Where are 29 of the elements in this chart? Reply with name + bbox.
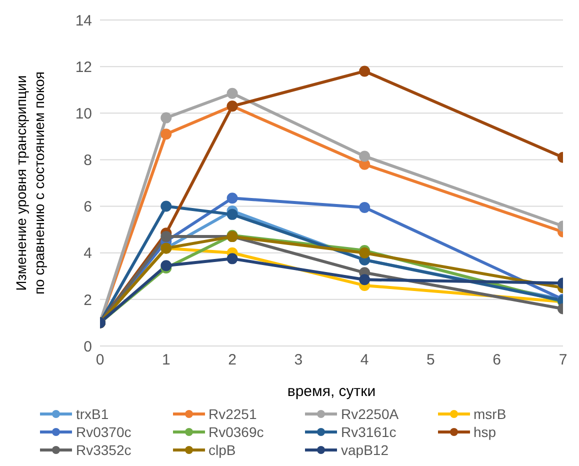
y-tick-label: 4 (84, 245, 92, 262)
legend-label: Rv3161c (341, 424, 396, 440)
y-tick-label: 10 (75, 105, 92, 122)
x-tick-label: 3 (294, 352, 303, 369)
legend-label: hsp (474, 424, 496, 440)
y-axis-title: Изменение уровня транскрипции по сравнению с состоянием покоя (13, 71, 47, 295)
legend-label: msrB (474, 406, 506, 422)
x-axis-title: время, сутки (287, 383, 376, 400)
y-tick-label: 2 (84, 292, 92, 309)
legend-label: Rv2250A (341, 406, 399, 422)
legend-label: Rv3352c (76, 442, 132, 458)
x-tick-label: 7 (558, 352, 568, 369)
x-tick-label: 2 (228, 352, 236, 369)
x-tick-label: 0 (96, 352, 104, 369)
x-tick-label: 6 (492, 352, 502, 369)
x-tick-label: 4 (360, 352, 369, 369)
legend-label: Rv0369c (208, 424, 264, 440)
legend-label: Rv2251 (208, 406, 257, 422)
y-tick-label: 0 (84, 338, 92, 356)
legend-label: Rv0370c (76, 424, 132, 440)
x-tick-label: 5 (426, 352, 435, 369)
y-tick-label: 12 (75, 58, 92, 76)
legend-label: vapB12 (341, 442, 388, 458)
legend-label: trxB1 (76, 406, 109, 422)
y-tick-label: 14 (75, 12, 92, 30)
y-tick-label: 8 (84, 152, 92, 170)
x-tick-label: 1 (162, 352, 170, 369)
legend-label: clpB (208, 442, 236, 458)
y-tick-label: 6 (84, 198, 92, 216)
